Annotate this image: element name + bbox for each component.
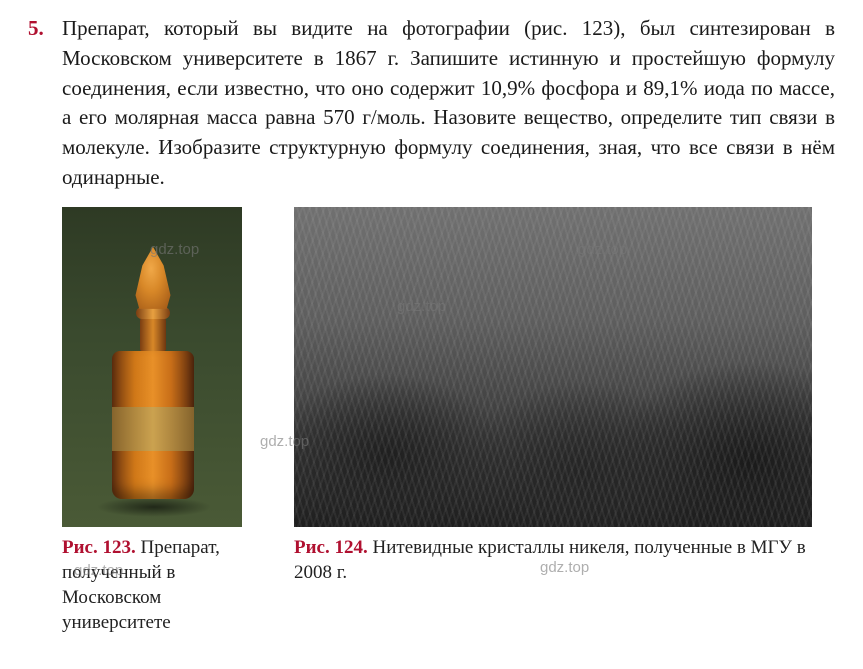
figure-right-ris-label: Рис. 124. [294,537,368,558]
bottle-label [112,407,194,451]
figure-right-caption-text: Нитевидные кристаллы никеля, полученные … [294,537,806,583]
figure-left-image [62,207,242,527]
problem-number: 5. [28,14,62,41]
figure-left-caption: Рис. 123. Препарат, полученный в Московс… [62,535,272,635]
figures-row: Рис. 123. Препарат, полученный в Московс… [28,207,835,635]
figure-left: Рис. 123. Препарат, полученный в Московс… [62,207,272,635]
bottle-neck [140,317,166,351]
bottle-stopper [134,247,172,309]
figure-right-image [294,207,812,527]
figure-left-ris-label: Рис. 123. [62,537,136,558]
problem-text: Препарат, который вы видите на фотографи… [62,14,835,193]
figure-right: Рис. 124. Нитевидные кристаллы никеля, п… [294,207,812,585]
problem-block: 5. Препарат, который вы видите на фотогр… [28,14,835,193]
figure-right-caption: Рис. 124. Нитевидные кристаллы никеля, п… [294,535,812,585]
bottle-shadow [96,497,212,517]
